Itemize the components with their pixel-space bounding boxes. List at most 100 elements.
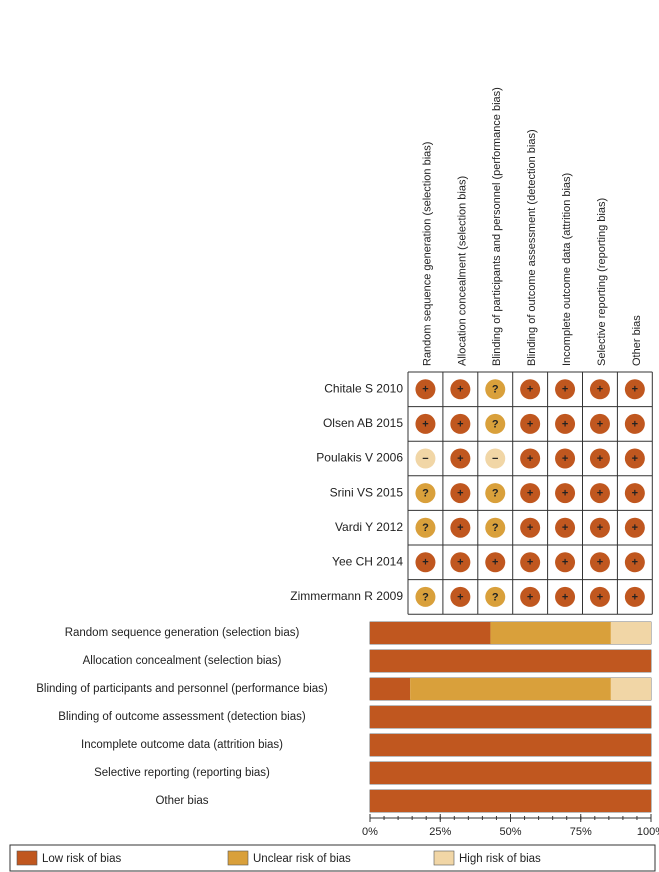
judgment-symbol: + [597, 384, 603, 396]
judgment-dot [624, 379, 645, 400]
x-tick-label: 50% [499, 826, 521, 838]
domain-header: Random sequence generation (selection bi… [421, 142, 433, 366]
bar-segment [490, 622, 611, 644]
judgment-dot [624, 517, 645, 538]
judgment-symbol: − [492, 453, 498, 465]
judgment-symbol: + [527, 522, 533, 534]
legend-label: Unclear risk of bias [253, 853, 351, 865]
judgment-symbol: ? [492, 384, 499, 396]
judgment-dot [624, 552, 645, 573]
legend-box [9, 844, 656, 872]
judgment-symbol: + [632, 488, 638, 500]
judgment-symbol: + [632, 384, 638, 396]
judgment-dot [485, 483, 506, 504]
judgment-dot [555, 483, 576, 504]
judgment-dot [485, 586, 506, 607]
category-label: Blinding of outcome assessment (detectio… [58, 711, 306, 723]
judgment-dot [555, 448, 576, 469]
judgment-symbol: + [562, 522, 568, 534]
legend-swatch [433, 850, 455, 866]
judgment-symbol: + [457, 418, 463, 430]
judgment-symbol: + [527, 384, 533, 396]
judgment-symbol: + [632, 591, 638, 603]
judgment-dot [520, 483, 541, 504]
bar-segment [610, 622, 652, 644]
bar-segment [410, 678, 611, 700]
judgment-dot [520, 413, 541, 434]
study-label: Srini VS 2015 [330, 485, 404, 499]
bar-segment [370, 734, 651, 756]
judgment-dot [589, 448, 610, 469]
domain-header: Other bias [631, 315, 643, 366]
judgment-dot [415, 413, 436, 434]
legend-swatch [227, 850, 249, 866]
legend-label: High risk of bias [459, 853, 541, 865]
judgment-symbol: + [527, 591, 533, 603]
judgment-symbol: + [527, 488, 533, 500]
judgment-dot [415, 448, 436, 469]
judgment-symbol: + [457, 384, 463, 396]
category-label: Allocation concealment (selection bias) [83, 655, 282, 667]
judgment-symbol: + [457, 453, 463, 465]
judgment-dot [589, 552, 610, 573]
domain-header: Selective reporting (reporting bias) [596, 198, 608, 366]
judgment-symbol: + [597, 488, 603, 500]
judgment-symbol: + [597, 557, 603, 569]
category-label: Incomplete outcome data (attrition bias) [81, 739, 283, 751]
judgment-dot [450, 552, 471, 573]
judgment-symbol: + [457, 488, 463, 500]
judgment-dot [555, 552, 576, 573]
judgment-symbol: ? [492, 591, 499, 603]
bar-segment [370, 622, 491, 644]
judgment-dot [520, 517, 541, 538]
judgment-symbol: + [632, 522, 638, 534]
judgment-dot [555, 586, 576, 607]
category-label: Selective reporting (reporting bias) [94, 767, 270, 779]
judgment-symbol: + [457, 591, 463, 603]
judgment-symbol: + [457, 557, 463, 569]
x-tick-label: 25% [429, 826, 451, 838]
judgment-dot [589, 413, 610, 434]
judgment-symbol: − [422, 453, 428, 465]
judgment-dot [589, 379, 610, 400]
judgment-symbol: + [632, 418, 638, 430]
judgment-symbol: + [597, 591, 603, 603]
judgment-symbol: + [422, 557, 428, 569]
judgment-symbol: ? [492, 522, 499, 534]
judgment-dot [589, 483, 610, 504]
judgment-symbol: + [527, 418, 533, 430]
judgment-symbol: + [492, 557, 498, 569]
judgment-symbol: + [422, 418, 428, 430]
judgment-dot [485, 413, 506, 434]
judgment-symbol: + [562, 418, 568, 430]
domain-header: Incomplete outcome data (attrition bias) [561, 173, 573, 366]
judgment-dot [624, 413, 645, 434]
judgment-dot [450, 517, 471, 538]
category-label: Blinding of participants and personnel (… [36, 683, 328, 695]
judgment-symbol: ? [492, 418, 499, 430]
category-label: Other bias [155, 795, 208, 807]
judgment-dot [624, 483, 645, 504]
judgment-dot [485, 448, 506, 469]
bar-segment [370, 706, 651, 728]
bar-segment [370, 790, 651, 812]
judgment-dot [450, 413, 471, 434]
domain-header: Blinding of participants and personnel (… [491, 87, 503, 366]
judgment-symbol: + [597, 522, 603, 534]
judgment-symbol: ? [422, 591, 429, 603]
bar-segment [370, 650, 651, 672]
judgment-symbol: + [597, 418, 603, 430]
judgment-dot [415, 379, 436, 400]
judgment-symbol: + [527, 453, 533, 465]
judgment-symbol: + [562, 557, 568, 569]
x-tick-label: 75% [570, 826, 592, 838]
legend-swatch [16, 850, 38, 866]
study-label: Poulakis V 2006 [316, 451, 403, 465]
judgment-symbol: + [562, 384, 568, 396]
judgment-dot [450, 586, 471, 607]
study-label: Vardi Y 2012 [335, 520, 403, 534]
judgment-dot [415, 483, 436, 504]
category-label: Random sequence generation (selection bi… [65, 627, 300, 639]
judgment-symbol: ? [422, 522, 429, 534]
